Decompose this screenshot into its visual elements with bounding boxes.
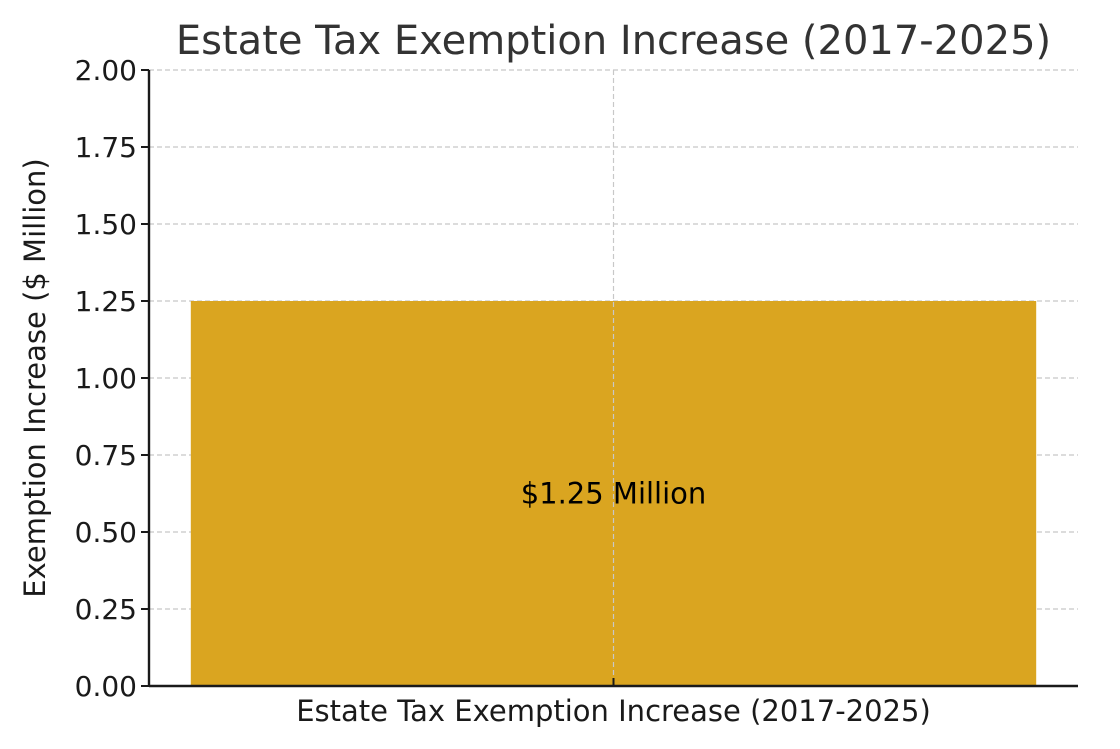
y-tick-label: 0.25 [75,593,137,626]
y-tick-label: 2.00 [75,54,137,87]
bars: $1.25 Million [190,70,1037,686]
y-tick-label: 0.75 [75,439,137,472]
x-ticks: Estate Tax Exemption Increase (2017-2025… [296,678,931,728]
y-tick-label: 1.00 [75,362,137,395]
y-tick-label: 0.50 [75,516,137,549]
x-tick-label: Estate Tax Exemption Increase (2017-2025… [296,694,931,728]
y-ticks: 0.00 0.25 0.50 0.75 1.00 1.25 1.50 1.75 2.00 [75,54,149,703]
y-tick-label: 1.75 [75,131,137,164]
y-axis-label: Exemption Increase ($ Million) [18,158,52,597]
y-tick-label: 1.50 [75,208,137,241]
bar [190,301,1037,686]
chart-title: Estate Tax Exemption Increase (2017-2025… [176,18,1051,64]
y-tick-label: 0.00 [75,670,137,703]
y-tick-label: 1.25 [75,285,137,318]
bar-data-label: $1.25 Million [521,477,707,511]
